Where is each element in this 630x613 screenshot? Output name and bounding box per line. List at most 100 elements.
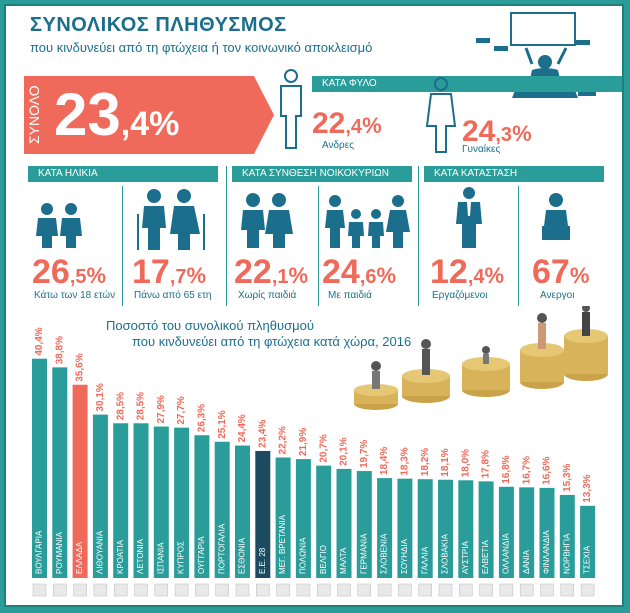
bar-1 [32, 358, 47, 578]
bar-value-label-17: 19,7% [359, 440, 370, 468]
category-label-8: ΚΥΠΡΟΣ [177, 541, 186, 574]
bar-12 [255, 450, 271, 578]
category-label-6: ΛΕΤΟΝΙΑ [136, 538, 145, 574]
bar-10 [214, 441, 230, 578]
bar-6 [133, 423, 149, 578]
category-label-12: Ε.Ε. 28 [258, 547, 267, 574]
flag-icon-22 [459, 583, 473, 597]
divider-5 [518, 186, 519, 306]
category-label-2: ΡΟΥΜΑΝΙΑ [55, 531, 64, 574]
flag-icon-27 [560, 583, 575, 597]
bar-5 [113, 423, 129, 578]
bar-value-label-27: 15,3% [562, 463, 573, 491]
bar-4 [92, 414, 108, 578]
bar-28 [580, 505, 596, 578]
flag-icon-6 [134, 583, 148, 597]
bar-value-label-12: 23,4% [257, 420, 268, 448]
men-value: 22,4% [312, 107, 382, 140]
bar-value-label-18: 18,4% [379, 447, 390, 475]
category-label-27: ΝΟΡΒΗΓΙΑ [562, 533, 571, 574]
bar-value-label-4: 30,1% [95, 383, 106, 411]
category-label-17: ΓΕΡΜΑΝΙΑ [359, 533, 368, 574]
category-label-24: ΟΛΛΑΝΔΙΑ [502, 533, 511, 574]
women-label: Γυναίκες [462, 144, 501, 155]
flag-icon-15 [316, 583, 331, 597]
flag-icon-18 [377, 583, 392, 597]
category-label-22: ΑΥΣΤΡΙΑ [461, 541, 470, 574]
bar-value-label-11: 24,4% [237, 414, 248, 442]
children-icon [36, 203, 82, 248]
bar-23 [478, 481, 494, 578]
divider-2 [226, 166, 227, 306]
flag-icon-12 [256, 583, 270, 597]
category-label-13: ΜΕΓ. ΒΡΕΤΑΝΙΑ [278, 514, 287, 574]
category-label-15: ΒΕΛΓΙΟ [319, 545, 328, 574]
unemployed-person-icon [542, 193, 570, 240]
flag-icon-23 [479, 583, 493, 597]
chart-title: Ποσοστό του συνολικού πληθυσμού που κινδ… [106, 318, 411, 350]
bar-27 [559, 494, 575, 578]
divider-1 [122, 186, 123, 306]
bar-value-label-14: 21,9% [298, 428, 309, 456]
bar-value-label-26: 16,6% [542, 456, 553, 484]
bar-20 [417, 479, 433, 578]
bar-18 [377, 478, 393, 578]
bar-value-label-25: 16,7% [521, 456, 532, 484]
bar-25 [519, 487, 535, 578]
bar-value-label-1: 40,4% [34, 327, 45, 355]
category-label-11: ΕΣΘΟΝΙΑ [238, 537, 247, 574]
total-banner [24, 76, 274, 154]
category-label-4: ΛΙΘΟΥΑΝΙΑ [96, 530, 105, 574]
flag-icon-20 [418, 583, 432, 597]
category-label-28: ΤΣΕΧΙΑ [583, 545, 592, 574]
bar-value-label-16: 20,1% [339, 437, 350, 465]
bar-value-label-22: 18,0% [460, 449, 471, 477]
coin-stacks-illustration [354, 306, 608, 410]
woman-icon [425, 77, 457, 153]
flag-icon-7 [154, 583, 169, 597]
flag-icon-3 [73, 583, 87, 597]
over65-label: Πάνω από 65 ετη [134, 290, 212, 301]
bar-13 [275, 457, 291, 578]
with-children-label: Με παιδιά [328, 290, 372, 301]
with-children-value: 24,6% [322, 253, 397, 291]
category-label-16: ΜΑΛΤΑ [339, 547, 348, 574]
bar-9 [194, 435, 210, 578]
bar-value-label-6: 28,5% [136, 392, 147, 420]
bar-19 [397, 478, 413, 578]
category-label-26: ΦΙΝΛΑΝΔΙΑ [542, 530, 551, 574]
bar-3 [72, 384, 88, 578]
category-label-21: ΣΛΟΒΑΚΙΑ [441, 533, 450, 574]
category-label-1: ΒΟΥΛΓΑΡΙΑ [35, 530, 44, 574]
unemployed-value: 67% [532, 253, 590, 291]
bar-26 [539, 487, 555, 578]
household-header: ΚΑΤΑ ΣΥΝΘΕΣΗ ΝΟΙΚΟΚΥΡΙΩΝ [232, 166, 412, 182]
bar-16 [336, 468, 352, 578]
bar-value-label-5: 28,5% [115, 392, 126, 420]
flag-icon-26 [540, 583, 554, 597]
category-label-18: ΣΛΟΒΕΝΙΑ [380, 533, 389, 574]
employed-value: 12,4% [430, 253, 505, 291]
man-icon [280, 69, 302, 149]
no-children-value: 22,1% [234, 253, 309, 291]
age-header: ΚΑΤΑ ΗΛΙΚΙΑ [28, 166, 218, 182]
gender-header: ΚΑΤΑ ΦΥΛΟ [312, 76, 622, 92]
employed-person-icon [456, 187, 482, 248]
employment-header: ΚΑΤΑ ΚΑΤΑΣΤΑΣΗ ΔΡΑΣΤΗΡΙΟΤΗΤΑΣ [424, 166, 604, 195]
flag-icon-9 [195, 583, 209, 597]
bar-value-label-2: 38,8% [54, 336, 65, 364]
elderly-couple-icon [137, 189, 205, 250]
category-label-14: ΠΟΛΩΝΙΑ [299, 537, 308, 574]
bar-value-label-24: 16,8% [501, 455, 512, 483]
bar-17 [356, 471, 372, 578]
flag-icon-11 [235, 583, 250, 597]
over65-value: 17,7% [132, 253, 207, 291]
bar-value-label-28: 13,3% [582, 474, 593, 502]
unemployed-label: Ανεργοι [540, 290, 575, 301]
infographic-frame: ΣΥΝΟΛΙΚΟΣ ΠΛΗΘΥΣΜΟΣ που κινδυνεύει από τ… [4, 4, 624, 607]
employed-label: Εργαζόμενοι [432, 290, 488, 301]
page-subtitle: που κινδυνεύει από τη φτώχεια ή τον κοιν… [30, 40, 373, 55]
flag-icon-13 [276, 583, 290, 597]
page-title: ΣΥΝΟΛΙΚΟΣ ΠΛΗΘΥΣΜΟΣ [30, 14, 287, 36]
flag-icon-19 [398, 583, 412, 597]
